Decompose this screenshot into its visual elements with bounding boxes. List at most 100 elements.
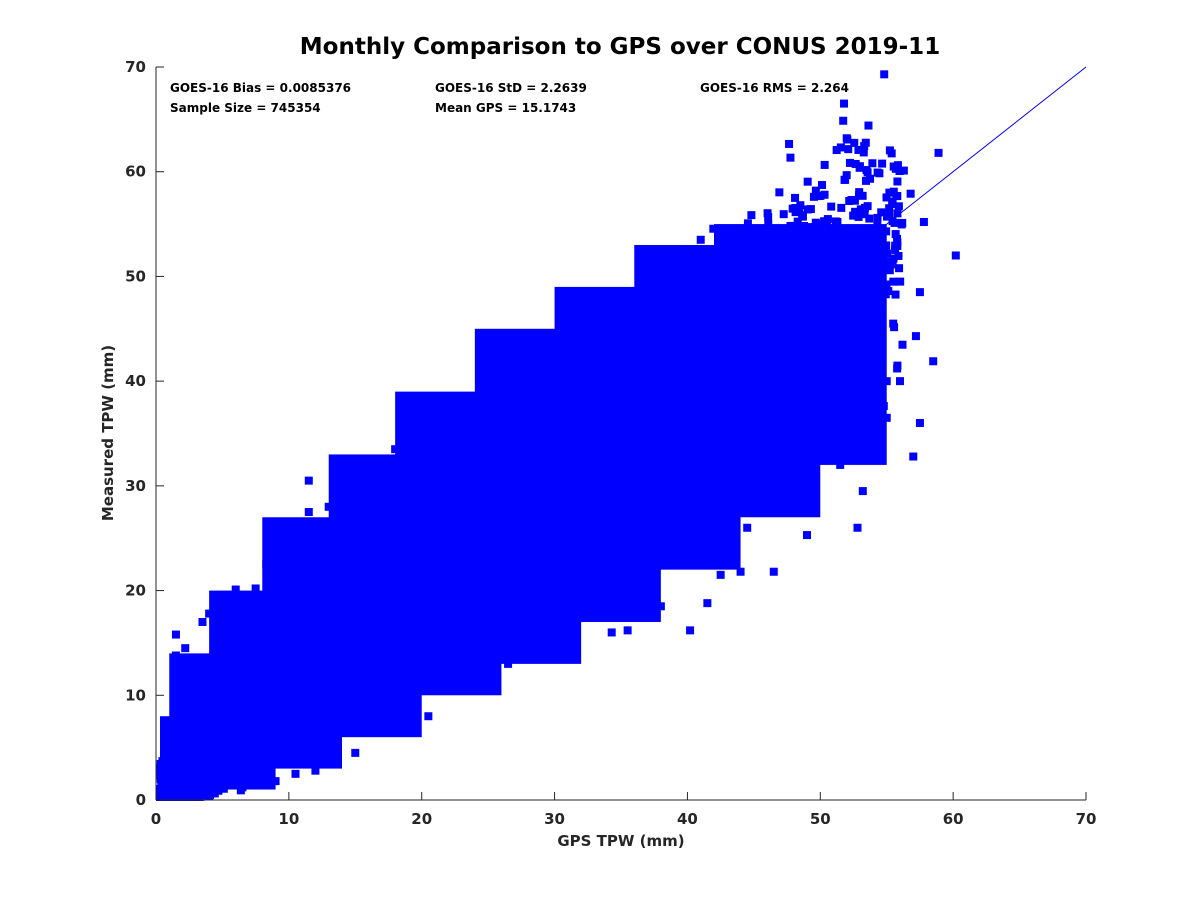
scatter-point <box>353 612 362 621</box>
scatter-point <box>685 428 694 437</box>
scatter-point <box>510 481 519 490</box>
scatter-point <box>277 699 286 708</box>
scatter-point <box>165 764 174 773</box>
scatter-point <box>365 596 374 605</box>
scatter-point <box>796 270 805 279</box>
scatter-point <box>539 476 548 485</box>
scatter-point <box>325 650 334 659</box>
scatter-point <box>439 595 448 604</box>
scatter-point <box>462 466 471 475</box>
scatter-point <box>362 652 371 661</box>
scatter-point <box>618 475 627 484</box>
scatter-point <box>876 319 885 328</box>
scatter-point <box>772 332 781 341</box>
scatter-point <box>551 548 560 557</box>
scatter-point <box>879 248 888 257</box>
scatter-point <box>785 139 794 148</box>
scatter-point <box>589 446 598 455</box>
scatter-point <box>654 510 663 519</box>
scatter-point <box>308 713 317 722</box>
scatter-point <box>300 642 309 651</box>
scatter-point <box>250 704 259 713</box>
scatter-point <box>814 192 823 201</box>
scatter-point <box>853 320 862 329</box>
scatter-point <box>729 357 738 366</box>
scatter-point <box>846 346 855 355</box>
scatter-point <box>156 763 165 772</box>
scatter-point <box>386 551 395 560</box>
scatter-point <box>590 499 599 508</box>
scatter-point <box>318 632 327 641</box>
scatter-point <box>418 518 427 527</box>
scatter-point <box>255 664 264 673</box>
scatter-point <box>375 562 384 571</box>
scatter-point <box>777 299 786 308</box>
scatter-point <box>845 158 854 167</box>
scatter-point <box>458 471 467 480</box>
scatter-point <box>675 394 684 403</box>
scatter-point <box>659 410 668 419</box>
scatter-point <box>248 664 257 673</box>
scatter-point <box>213 784 222 793</box>
scatter-point <box>374 598 383 607</box>
scatter-point <box>324 678 333 687</box>
scatter-point <box>435 630 444 639</box>
outlier-point <box>304 476 313 485</box>
scatter-point <box>880 70 889 79</box>
scatter-point <box>693 382 702 391</box>
scatter-point <box>685 388 694 397</box>
scatter-point <box>625 506 634 515</box>
scatter-point <box>686 394 695 403</box>
scatter-point <box>310 629 319 638</box>
scatter-point <box>668 393 677 402</box>
scatter-point <box>203 784 212 793</box>
scatter-point <box>795 282 804 291</box>
scatter-point <box>837 246 846 255</box>
scatter-point <box>784 353 793 362</box>
scatter-point <box>823 236 832 245</box>
scatter-point <box>392 555 401 564</box>
scatter-point <box>386 601 395 610</box>
scatter-point <box>620 380 629 389</box>
scatter-point <box>712 365 721 374</box>
scatter-point <box>393 653 402 662</box>
scatter-point <box>714 436 723 445</box>
scatter-point <box>741 274 750 283</box>
scatter-point <box>606 434 615 443</box>
scatter-point <box>641 377 650 386</box>
scatter-point <box>827 257 836 266</box>
scatter-point <box>809 326 818 335</box>
scatter-point <box>323 638 332 647</box>
scatter-point <box>295 702 304 711</box>
scatter-point <box>221 733 230 742</box>
scatter-point <box>546 530 555 539</box>
scatter-point <box>875 300 884 309</box>
scatter-point <box>451 544 460 553</box>
scatter-point <box>499 604 508 613</box>
scatter-point <box>721 251 730 260</box>
scatter-point <box>522 575 531 584</box>
scatter-point <box>208 788 217 797</box>
scatter-point <box>347 571 356 580</box>
scatter-point <box>502 506 511 515</box>
scatter-point <box>811 237 820 246</box>
scatter-point <box>169 784 178 793</box>
scatter-point <box>261 698 270 707</box>
scatter-point <box>669 409 678 418</box>
scatter-point <box>677 375 686 384</box>
scatter-point <box>889 254 898 263</box>
x-tick-label: 10 <box>278 810 299 828</box>
scatter-point <box>864 121 873 130</box>
scatter-point <box>213 773 222 782</box>
scatter-point <box>443 656 452 665</box>
scatter-point <box>566 462 575 471</box>
scatter-point <box>585 409 594 418</box>
scatter-point <box>308 660 317 669</box>
scatter-point <box>421 620 430 629</box>
scatter-point <box>769 361 778 370</box>
scatter-point <box>609 472 618 481</box>
scatter-point <box>837 203 846 212</box>
outlier-point <box>889 277 898 286</box>
scatter-point <box>272 735 281 744</box>
scatter-point <box>623 401 632 410</box>
